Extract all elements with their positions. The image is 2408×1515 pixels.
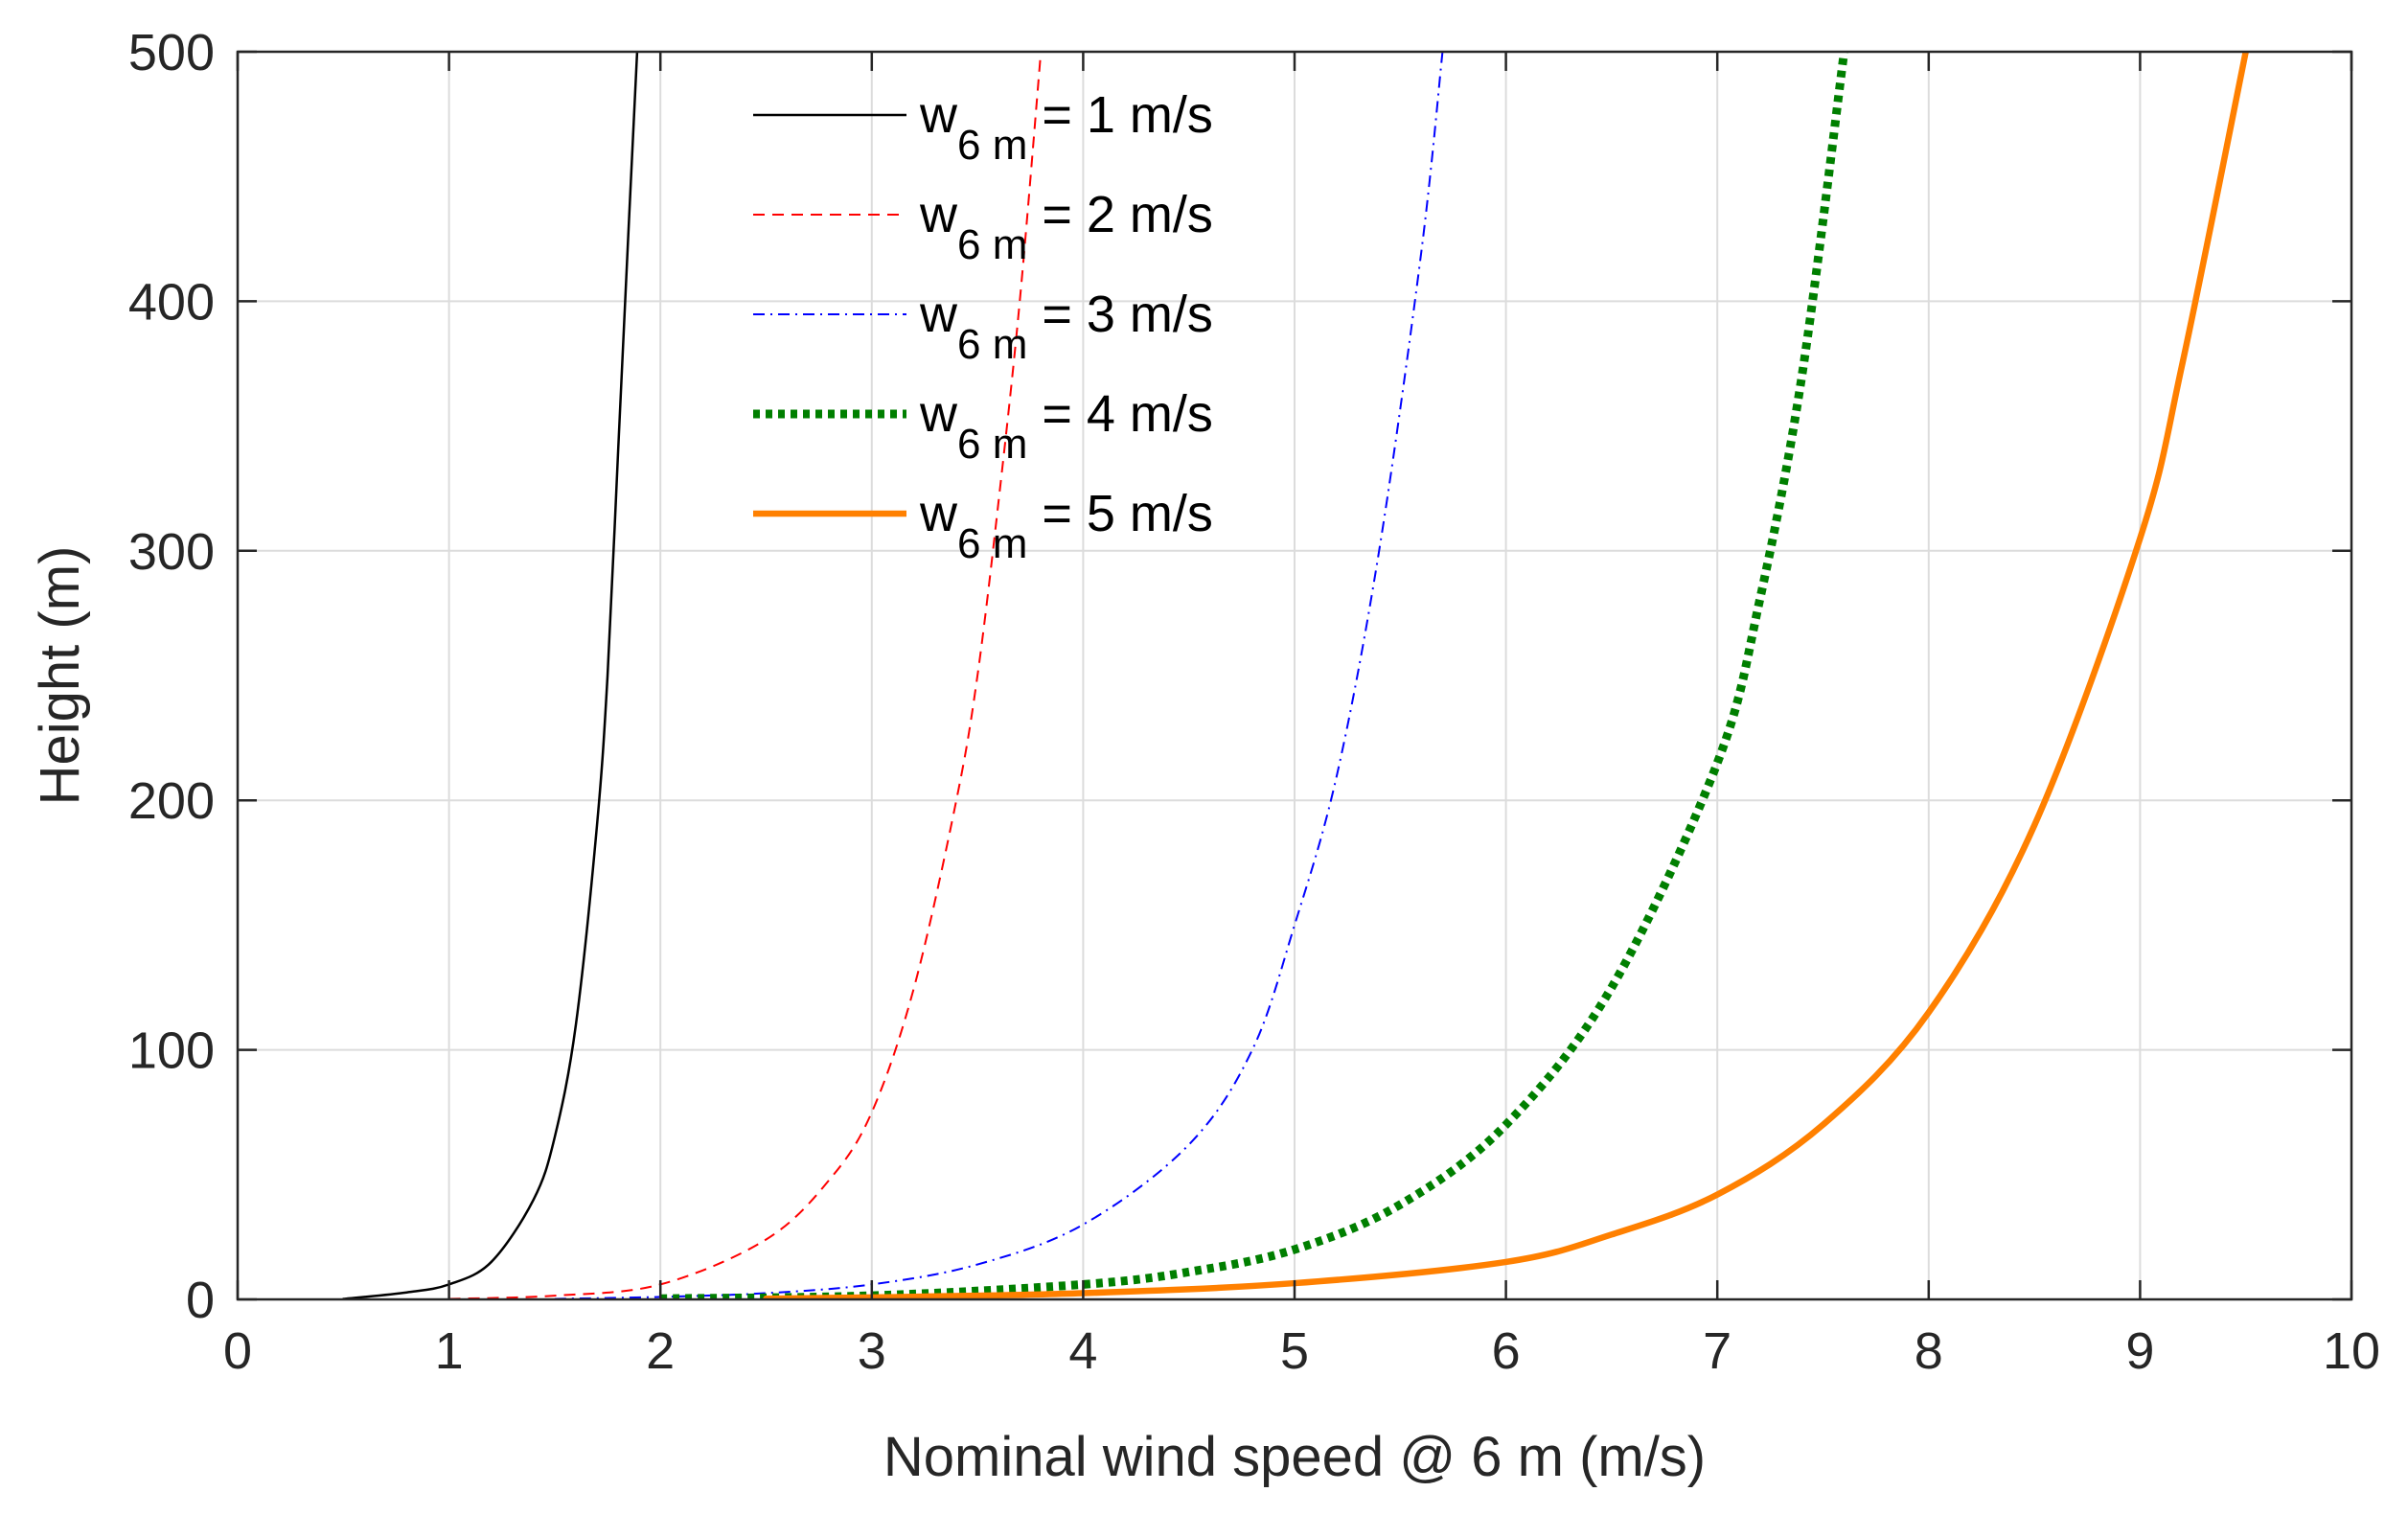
y-tick-label: 200: [128, 772, 215, 830]
y-tick-label: 100: [128, 1022, 215, 1080]
legend-label-subscript: 6 m: [957, 421, 1027, 468]
ticks: [236, 50, 2353, 1301]
series-line-3: [554, 52, 1444, 1299]
legend-label-rest: = 3 m/s: [1027, 286, 1213, 343]
legend-label-rest: = 5 m/s: [1027, 485, 1213, 542]
legend-label-base: w: [919, 485, 958, 542]
x-tick-label: 6: [1492, 1322, 1521, 1380]
x-tick-label: 0: [223, 1322, 252, 1380]
y-axis-title: Height (m): [29, 546, 91, 806]
y-tick-label: 500: [128, 24, 215, 81]
legend-label-5: w6 m = 5 m/s: [919, 485, 1213, 567]
legend-label-rest: = 1 m/s: [1027, 86, 1213, 144]
y-tick-label: 300: [128, 523, 215, 581]
legend-label-4: w6 m = 4 m/s: [919, 385, 1213, 468]
x-tick-label: 3: [858, 1322, 886, 1380]
legend-label-subscript: 6 m: [957, 221, 1027, 268]
legend-label-base: w: [919, 286, 958, 343]
legend-label-base: w: [919, 385, 958, 443]
x-tick-label: 9: [2125, 1322, 2154, 1380]
y-tick-label: 0: [186, 1272, 215, 1329]
x-tick-labels: 0 1 2 3 4 5 6 7 8 9 10: [223, 1322, 2380, 1380]
x-tick-label: 8: [1915, 1322, 1943, 1380]
legend-label-subscript: 6 m: [957, 520, 1027, 567]
x-tick-label: 7: [1703, 1322, 1731, 1380]
legend-label-rest: = 4 m/s: [1027, 385, 1213, 443]
legend-label-1: w6 m = 1 m/s: [919, 86, 1213, 169]
x-tick-label: 10: [2323, 1322, 2380, 1380]
series-line-5: [763, 52, 2249, 1299]
legend-label-base: w: [919, 86, 958, 144]
legend-label-rest: = 2 m/s: [1027, 186, 1213, 243]
x-tick-label: 1: [435, 1322, 464, 1380]
series-line-4: [660, 52, 1849, 1299]
y-tick-label: 400: [128, 273, 215, 331]
y-tick-labels: 0 100 200 300 400 500: [128, 24, 215, 1329]
x-axis-title: Nominal wind speed @ 6 m (m/s): [883, 1426, 1706, 1488]
legend-label-base: w: [919, 186, 958, 243]
legend-label-2: w6 m = 2 m/s: [919, 186, 1213, 268]
legend-label-3: w6 m = 3 m/s: [919, 286, 1213, 368]
legend-label-subscript: 6 m: [957, 321, 1027, 368]
x-tick-label: 5: [1280, 1322, 1309, 1380]
x-tick-label: 2: [646, 1322, 675, 1380]
series-line-1: [342, 52, 639, 1299]
legend: w6 m = 1 m/sw6 m = 2 m/sw6 m = 3 m/sw6 m…: [753, 86, 1213, 567]
x-tick-label: 4: [1068, 1322, 1097, 1380]
legend-label-subscript: 6 m: [957, 122, 1027, 169]
